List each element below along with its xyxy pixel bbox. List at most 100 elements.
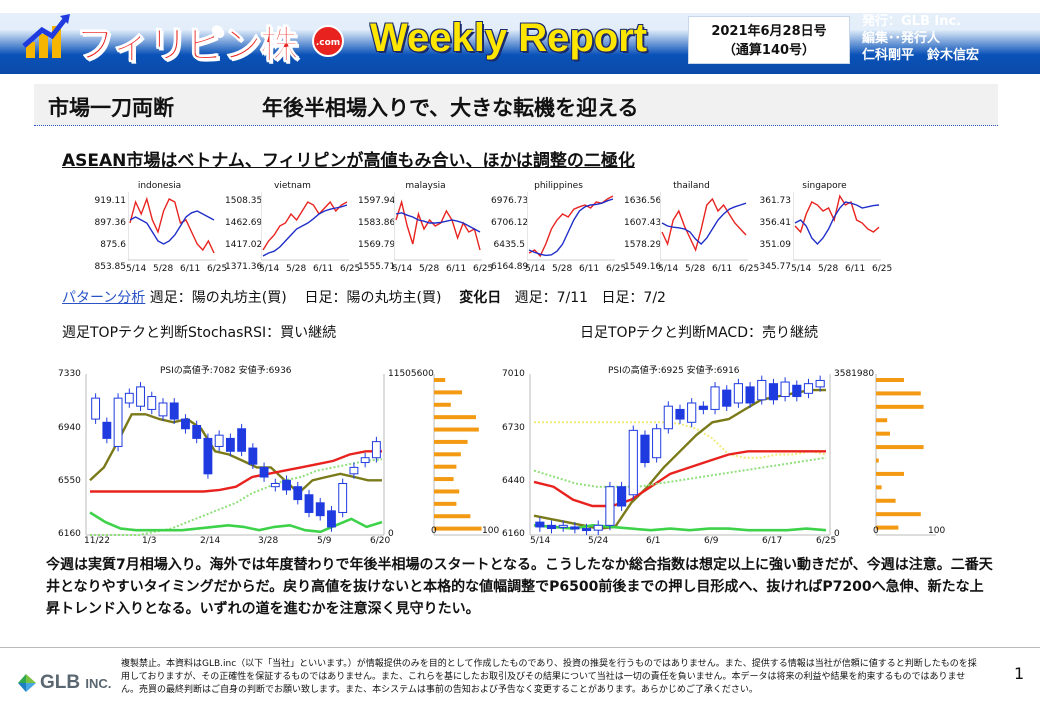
candle-down (327, 510, 336, 528)
volume-profile-bar (876, 431, 890, 436)
candle-up (158, 402, 168, 417)
volume-profile-bar (434, 501, 457, 506)
mini-y-tick: 345.77 (759, 262, 792, 272)
issue-date: 2021年6月28日号 (711, 24, 827, 39)
volume-profile-bar (876, 445, 924, 450)
mini-x-tick: 6/11 (180, 264, 201, 274)
mini-y-tick: 1607.43 (624, 218, 662, 228)
mini-x-tick: 6/25 (207, 264, 228, 274)
mini-y-tick: 1597.94 (358, 196, 396, 206)
daily-x-tick: 6/1 (646, 536, 661, 546)
brand-com-badge: .com (312, 25, 344, 57)
mini-y-tick: 1583.86 (358, 218, 396, 228)
mini-price-line (262, 200, 348, 251)
volume-profile-bar (876, 471, 904, 476)
candle-up (136, 386, 145, 407)
candle-up (687, 402, 697, 423)
volume-profile-bar (434, 378, 446, 382)
daily-x-tick: 6/17 (762, 536, 783, 546)
candle-up (124, 392, 134, 404)
mini-y-tick: 1417.02 (225, 240, 263, 250)
change-daily: 日足：7/2 (601, 290, 666, 306)
mini-x-tick: 6/25 (473, 264, 494, 274)
candle-up (605, 486, 615, 526)
daily-oscillator-line (533, 523, 827, 532)
issue-box: 2021年6月28日号 （通算140号） (688, 16, 850, 64)
candle-down (792, 384, 802, 398)
daily-yellow-line (534, 421, 827, 459)
mini-x-tick: 5/28 (153, 264, 174, 274)
candle-down (181, 418, 190, 430)
candle-down (581, 528, 592, 532)
candle-up (757, 379, 767, 401)
mini-chart-title: philippines (534, 181, 583, 191)
weekly-volume-min: 0 (388, 529, 394, 539)
volume-profile-bar (876, 458, 879, 463)
candle-up (652, 428, 662, 459)
daily-chart: PSIの高値予:6925 安値予:6916 7010 6730 6440 616… (500, 360, 950, 549)
weekly-red-line (90, 450, 382, 493)
candle-down (745, 386, 755, 404)
publisher-info: 発行：GLB Inc. 編集･･発行人 仁科剛平 鈴木信宏 (862, 13, 979, 64)
mini-y-tick: 1636.56 (624, 196, 662, 206)
daily-y-tick: 7010 (502, 369, 525, 379)
weekly-trend-line (90, 458, 383, 536)
mini-x-tick: 6/25 (606, 264, 627, 274)
candle-down (675, 408, 685, 420)
editor-role: 編集･･発行人 (862, 31, 941, 46)
company-name: GLB (40, 672, 81, 693)
volume-profile-bar (434, 390, 462, 395)
mini-y-tick: 1569.79 (358, 240, 396, 250)
mini-y-tick: 919.11 (94, 196, 127, 206)
mini-x-tick: 5/14 (259, 264, 280, 274)
volume-profile-bar (434, 464, 457, 469)
candle-down (169, 402, 179, 420)
daily-x-tick: 6/9 (704, 536, 719, 546)
weekly-x-tick: 3/28 (258, 536, 279, 546)
mini-x-tick: 6/11 (579, 264, 600, 274)
daily-psi-caption: PSIの高値予:6925 安値予:6916 (608, 366, 740, 376)
mini-price-line (528, 195, 614, 258)
volume-profile-bar (876, 391, 921, 396)
mini-price-line (395, 199, 481, 251)
mini-x-tick: 5/14 (658, 264, 679, 274)
mini-x-tick: 6/11 (446, 264, 467, 274)
candle-down (102, 421, 112, 439)
mini-average-line (395, 212, 481, 233)
sub-heading: ASEAN市場はベトナム、フィリピンが高値もみ合い、ほかは調整の二極化 (62, 151, 635, 171)
daily-trend-line (533, 456, 827, 488)
mini-y-tick: 1371.36 (225, 262, 263, 272)
mini-chart-title: thailand (673, 181, 710, 191)
daily-hist-tick: 100 (928, 526, 946, 536)
footer-divider (0, 647, 1040, 648)
mini-plot-svg (527, 192, 615, 261)
candle-down (248, 447, 258, 465)
volume-profile-bar (434, 439, 468, 444)
page-number: 1 (1014, 664, 1025, 683)
daily-volume-max: 3581980 (834, 369, 875, 379)
candle-down (304, 494, 314, 513)
candle-up (733, 383, 743, 404)
mini-chart-title: singapore (802, 181, 847, 191)
candle-down (535, 521, 545, 528)
weekly-chart-svg (85, 374, 490, 536)
candle-up (91, 397, 101, 420)
mini-chart-title: indonesia (137, 181, 182, 191)
weekly-x-tick: 11/22 (84, 536, 110, 546)
mini-y-tick: 356.41 (759, 218, 792, 228)
pattern-analysis-link[interactable]: パターン分析 (62, 290, 146, 306)
change-weekly: 週足：7/11 (514, 290, 589, 306)
mini-x-tick: 5/28 (818, 264, 839, 274)
mini-x-tick: 6/25 (739, 264, 760, 274)
candle-down (617, 486, 627, 507)
mini-y-tick: 853.85 (94, 262, 127, 272)
daily-chart-svg (529, 374, 936, 536)
weekly-x-tick: 1/3 (142, 536, 157, 546)
weekly-y-tick: 7330 (58, 369, 81, 379)
section-header: 市場一刀両断 年後半相場入りで、大きな転機を迎える (34, 84, 998, 126)
candle-up (113, 397, 123, 447)
daily-hist-tick: 0 (873, 526, 879, 536)
mini-average-line (528, 198, 614, 257)
weekly-x-tick: 2/14 (200, 536, 221, 546)
daily-chart-title: 日足TOPテクと判断MACD：売り継続 (580, 325, 818, 341)
